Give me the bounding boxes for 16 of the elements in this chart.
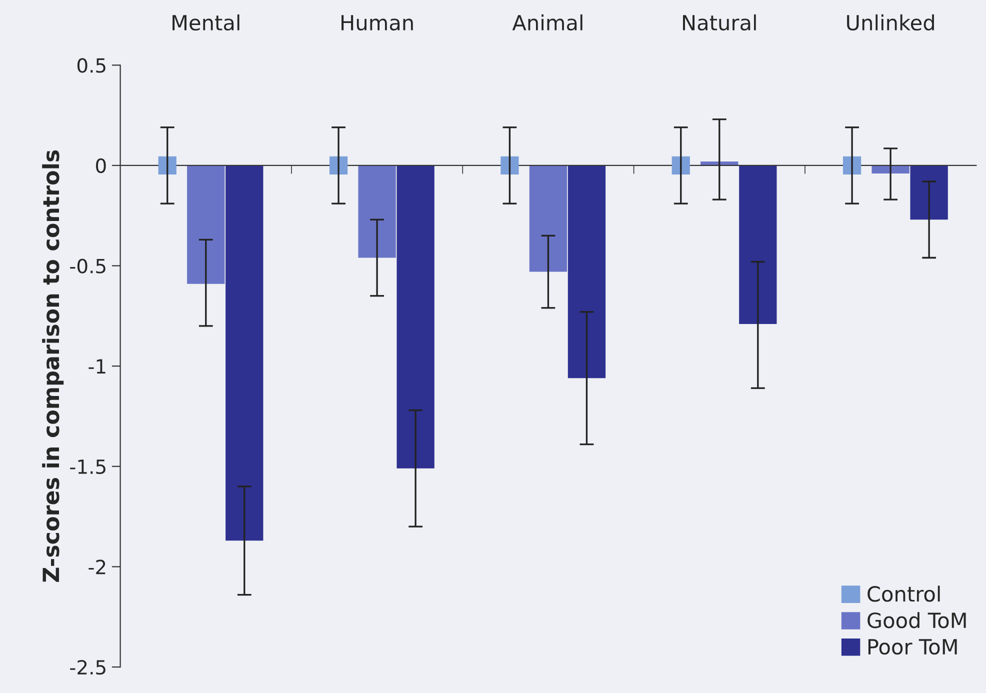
x-tick-label: Animal — [512, 14, 582, 31]
x-tick-label: Unlinked — [847, 14, 934, 31]
y-axis-title: Z-scores in comparison to controls — [42, 150, 64, 582]
legend-label: Control — [868, 586, 940, 602]
y-tick-label: 0 — [96, 158, 106, 174]
y-tick-label: -0.5 — [70, 258, 106, 274]
y-tick-label: -1 — [88, 359, 106, 374]
legend-label: Good ToM — [868, 612, 966, 628]
y-tick-label: -1.5 — [70, 460, 106, 474]
y-tick-label: -2 — [88, 560, 106, 574]
legend-label: Poor ToM — [868, 639, 957, 655]
x-tick-label: Mental — [172, 14, 240, 31]
x-tick-label: Human — [342, 15, 413, 31]
x-tick-label: Natural — [683, 14, 756, 31]
y-tick-label: 0.5 — [77, 58, 106, 73]
y-tick-label: -2.5 — [70, 660, 106, 675]
